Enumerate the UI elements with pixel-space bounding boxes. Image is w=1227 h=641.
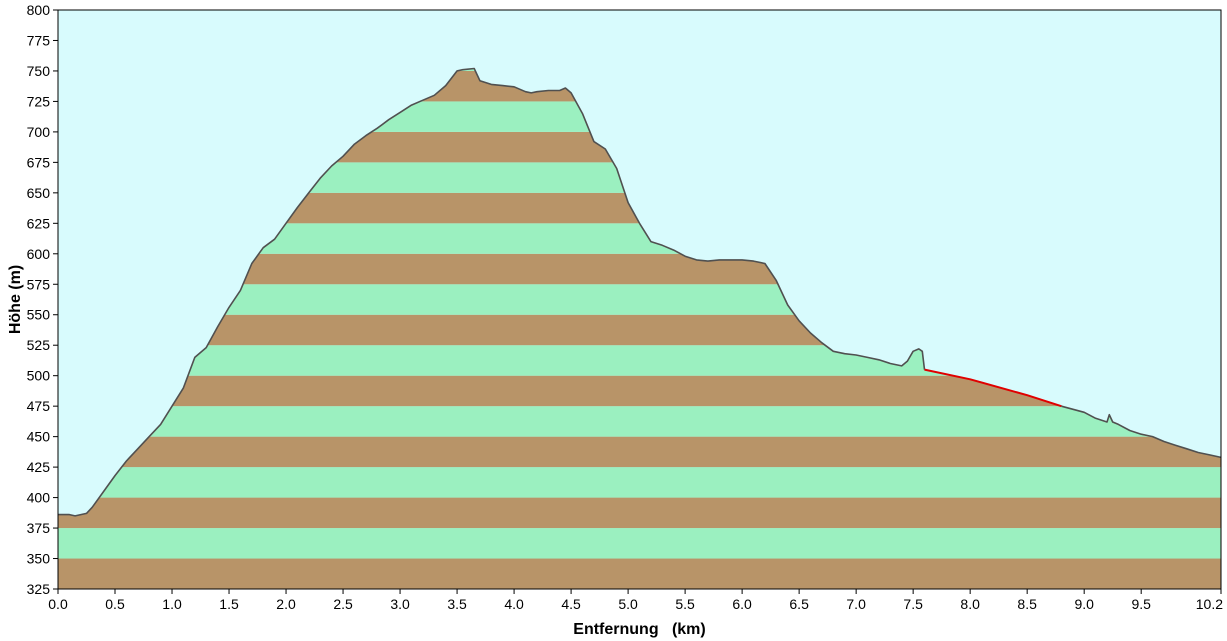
- x-tick-label: 8.5: [1017, 596, 1037, 612]
- x-tick-label: 0.5: [105, 596, 125, 612]
- y-tick-label: 500: [27, 368, 51, 384]
- x-tick-label: 9.5: [1131, 596, 1151, 612]
- x-tick-label: 2.5: [333, 596, 353, 612]
- x-tick-label: 7.5: [903, 596, 923, 612]
- profile-line: [1061, 405, 1222, 459]
- profile-lines: [58, 67, 1222, 517]
- y-tick-label: 625: [27, 215, 51, 231]
- y-tick-label: 575: [27, 276, 51, 292]
- y-tick-label: 325: [27, 581, 51, 597]
- y-tick-label: 350: [27, 551, 51, 567]
- elevation-band: [58, 467, 1221, 498]
- y-tick-label: 600: [27, 246, 51, 262]
- x-axis: 0.0 0.5 1.0 1.5 2.0 2.5 3.0 3.5 4.0 4.5 5.0 5.5 6.0 6…: [48, 589, 1223, 612]
- x-tick-label: 10.2: [1196, 596, 1223, 612]
- x-tick-label: 4.0: [504, 596, 524, 612]
- y-tick-label: 775: [27, 32, 51, 48]
- connector-line: [924, 368, 1062, 408]
- x-tick-label: 2.0: [276, 596, 296, 612]
- y-tick-label: 750: [27, 63, 51, 79]
- y-tick-label: 375: [27, 520, 51, 536]
- x-tick-label: 6.0: [732, 596, 752, 612]
- x-axis-title: Entfernung (km): [573, 621, 705, 638]
- profile-line: [58, 67, 926, 517]
- x-tick-label: 4.5: [561, 596, 581, 612]
- x-tick-label: 9.0: [1074, 596, 1094, 612]
- y-tick-label: 525: [27, 337, 51, 353]
- y-tick-label: 550: [27, 307, 51, 323]
- y-tick-label: 675: [27, 154, 51, 170]
- y-tick-label: 450: [27, 429, 51, 445]
- y-tick-label: 425: [27, 459, 51, 475]
- x-tick-label: 1.0: [162, 596, 182, 612]
- y-axis: 325 350 375 400 425 450 475 500 525 550 575 600 625 6…: [27, 2, 58, 597]
- elevation-band: [58, 497, 1221, 529]
- y-tick-label: 400: [27, 490, 51, 506]
- x-tick-label: 8.0: [960, 596, 980, 612]
- x-tick-label: 5.5: [675, 596, 695, 612]
- plot-frame: [57, 9, 1222, 590]
- y-axis-title: Höhe (m): [7, 265, 24, 334]
- x-tick-label: 0.0: [48, 596, 68, 612]
- elevation-band: [58, 558, 1221, 589]
- elevation-band: [58, 436, 1221, 468]
- x-tick-label: 6.5: [789, 596, 809, 612]
- y-tick-label: 725: [27, 93, 51, 109]
- x-tick-label: 3.5: [447, 596, 467, 612]
- y-tick-label: 650: [27, 185, 51, 201]
- x-tick-label: 1.5: [219, 596, 239, 612]
- x-tick-label: 5.0: [618, 596, 638, 612]
- y-tick-label: 700: [27, 124, 51, 140]
- y-tick-label: 800: [27, 2, 51, 18]
- elevation-band: [58, 406, 1221, 437]
- y-tick-label: 475: [27, 398, 51, 414]
- x-tick-label: 3.0: [390, 596, 410, 612]
- elevation-band: [58, 528, 1221, 559]
- x-tick-label: 7.0: [846, 596, 866, 612]
